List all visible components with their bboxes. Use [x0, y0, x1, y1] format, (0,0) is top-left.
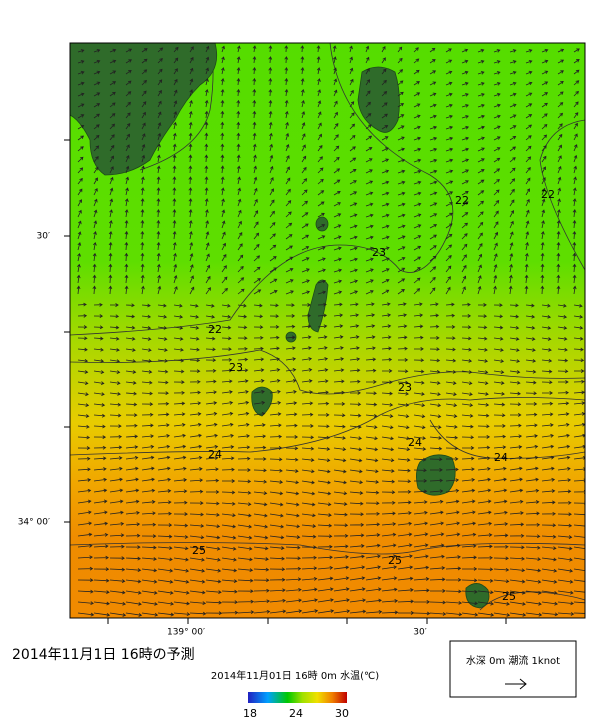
- legend-text: 水深 0m 潮流 1knot: [466, 654, 560, 667]
- colorbar-tick: 24: [289, 707, 303, 720]
- legend-arrow: [505, 678, 527, 690]
- land: [70, 43, 490, 609]
- contour-label: 22: [541, 188, 555, 201]
- contour-label: 24: [494, 451, 508, 464]
- contour-label: 22: [455, 194, 469, 207]
- contour-label: 23: [372, 246, 386, 259]
- title: 2014年11月1日 16時の予測: [12, 647, 195, 663]
- colorbar-tick: 30: [335, 707, 349, 720]
- subtitle: 2014年11月01日 16時 0m 水温(℃): [211, 669, 379, 682]
- lon-label: 30′: [413, 628, 427, 638]
- lon-label: 139° 00′: [167, 628, 205, 638]
- contour-label: 23: [229, 361, 243, 374]
- contour-label: 23: [398, 381, 412, 394]
- map-area: 22 22 23 22 23 23 24 24 24 25 25 25: [70, 43, 585, 618]
- lat-label: 30′: [37, 232, 51, 242]
- lat-label: 34° 00′: [18, 518, 50, 528]
- current-arrows: [76, 45, 585, 617]
- axis-ticks: [64, 139, 507, 624]
- colorbar: [248, 692, 347, 703]
- contour-label: 25: [192, 544, 206, 557]
- contour-label: 24: [208, 448, 222, 461]
- contour-label: 24: [408, 436, 422, 449]
- contour-label: 25: [502, 590, 516, 603]
- contour-labels: 22 22 23 22 23 23 24 24 24 25 25 25: [192, 188, 555, 603]
- colorbar-tick: 18: [243, 707, 257, 720]
- legend-box: [449, 640, 577, 698]
- map-frame: [69, 42, 586, 619]
- contour-label: 22: [208, 323, 222, 336]
- contour-label: 25: [388, 554, 402, 567]
